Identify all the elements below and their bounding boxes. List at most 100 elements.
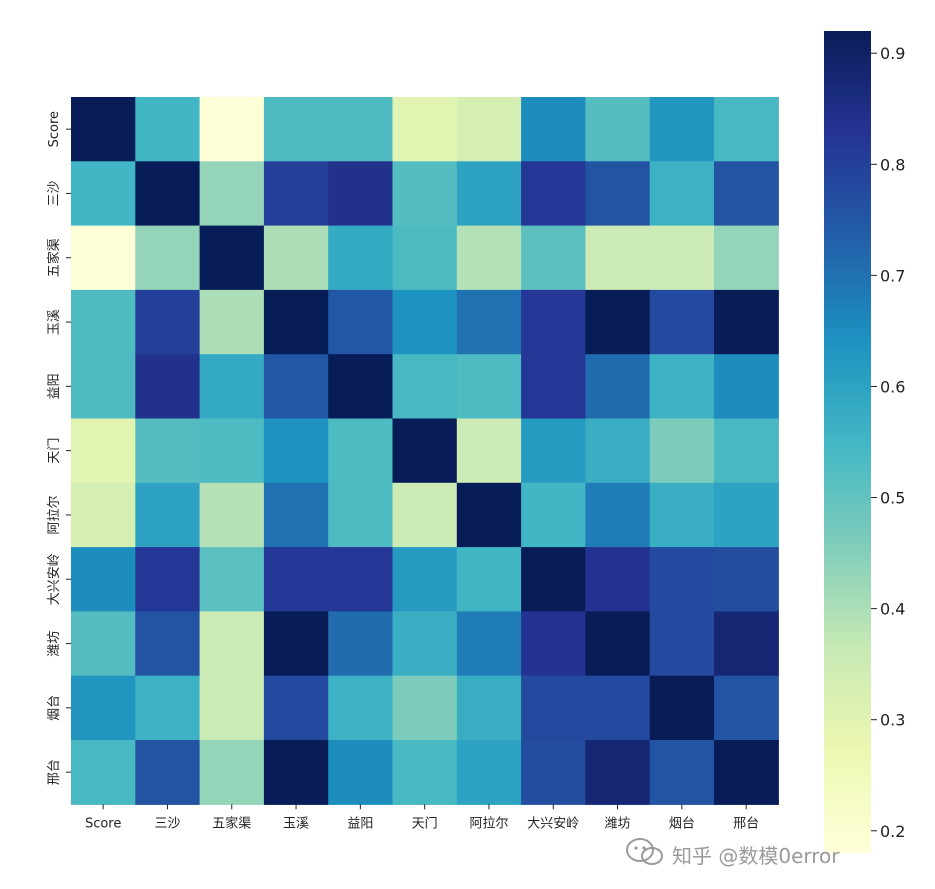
heatmap-cell-9-4 — [328, 675, 394, 741]
heatmap-cell-4-4 — [328, 354, 394, 420]
heatmap-cell-10-6 — [456, 740, 522, 805]
heatmap-cell-6-10 — [714, 482, 779, 548]
heatmap-cell-6-5 — [392, 482, 458, 548]
x-tick-label: 烟台 — [669, 816, 695, 831]
heatmap-cell-6-7 — [521, 482, 586, 548]
heatmap-cell-5-1 — [135, 418, 201, 484]
heatmap-cells — [71, 97, 779, 805]
y-tick-label: Score — [47, 111, 62, 147]
heatmap-cell-4-7 — [521, 354, 586, 420]
heatmap-cell-5-6 — [456, 418, 522, 484]
heatmap-cell-8-7 — [521, 611, 586, 677]
heatmap-cell-5-10 — [714, 418, 779, 484]
colorbar: 0.2 0.3 0.4 0.5 0.6 0.7 0.8 0.9 — [824, 31, 905, 853]
heatmap-cell-6-3 — [263, 482, 329, 548]
heatmap-cell-0-3 — [263, 97, 329, 162]
heatmap-cell-3-5 — [392, 289, 458, 355]
heatmap-cell-2-9 — [649, 225, 715, 291]
heatmap-cell-5-4 — [328, 418, 394, 484]
heatmap-cell-7-5 — [392, 547, 458, 612]
heatmap-cell-9-2 — [199, 675, 265, 741]
heatmap-cell-4-8 — [585, 354, 651, 420]
x-tick-labels: Score 三沙 五家渠 玉溪 益阳 天门 阿拉尔 大兴安岭 潍坊 烟台 邢台 — [85, 804, 759, 831]
heatmap-cell-8-2 — [199, 611, 265, 677]
heatmap-cell-9-10 — [714, 675, 779, 741]
heatmap-cell-2-3 — [263, 225, 329, 291]
x-tick-label: 五家渠 — [212, 815, 251, 831]
heatmap-cell-3-10 — [714, 289, 779, 355]
heatmap-cell-6-8 — [585, 482, 651, 548]
y-tick-label: 阿拉尔 — [47, 495, 62, 534]
heatmap-cell-5-0 — [71, 418, 136, 484]
heatmap-cell-5-5 — [392, 418, 458, 484]
heatmap-cell-10-3 — [263, 740, 329, 805]
heatmap-cell-5-9 — [649, 418, 715, 484]
colorbar-tick-label: 0.8 — [880, 155, 905, 174]
heatmap-cell-3-6 — [456, 289, 522, 355]
heatmap-cell-1-6 — [456, 161, 522, 227]
colorbar-tick-label: 0.3 — [880, 711, 905, 730]
heatmap-cell-2-7 — [521, 225, 586, 291]
heatmap-cell-9-6 — [456, 675, 522, 741]
heatmap-cell-1-0 — [71, 161, 136, 227]
heatmap-cell-10-2 — [199, 740, 265, 805]
heatmap-cell-8-1 — [135, 611, 201, 677]
heatmap-cell-0-0 — [71, 97, 136, 162]
heatmap-cell-0-4 — [328, 97, 394, 162]
y-tick-label: 三沙 — [47, 180, 62, 206]
heatmap-cell-4-0 — [71, 354, 136, 420]
heatmap-cell-8-8 — [585, 611, 651, 677]
heatmap-cell-7-10 — [714, 547, 779, 612]
heatmap-cell-3-7 — [521, 289, 586, 355]
heatmap-cell-8-4 — [328, 611, 394, 677]
watermark: 知乎 @数模0error — [626, 838, 840, 868]
heatmap-cell-2-8 — [585, 225, 651, 291]
colorbar-tick-label: 0.5 — [880, 489, 905, 508]
y-tick-label: 烟台 — [47, 695, 62, 721]
heatmap-cell-7-7 — [521, 547, 586, 612]
heatmap-cell-1-8 — [585, 161, 651, 227]
heatmap-cell-10-4 — [328, 740, 394, 805]
y-tick-label: 潍坊 — [47, 631, 62, 657]
heatmap-cell-1-7 — [521, 161, 586, 227]
x-tick-label: 阿拉尔 — [469, 816, 508, 831]
heatmap-cell-7-4 — [328, 547, 394, 612]
heatmap-cell-3-8 — [585, 289, 651, 355]
y-tick-label: 五家渠 — [46, 238, 62, 277]
heatmap-cell-9-3 — [263, 675, 329, 741]
x-tick-label: 玉溪 — [283, 816, 309, 831]
y-tick-label: 邢台 — [47, 759, 62, 785]
y-tick-label: 益阳 — [47, 373, 62, 399]
x-tick-label: 三沙 — [154, 816, 180, 831]
heatmap-cell-9-9 — [649, 675, 715, 741]
heatmap-cell-2-6 — [456, 225, 522, 291]
heatmap-cell-1-5 — [392, 161, 458, 227]
heatmap-cell-4-6 — [456, 354, 522, 420]
x-tick-label: 益阳 — [347, 816, 373, 831]
x-tick-label: 天门 — [412, 816, 438, 831]
watermark-text: 知乎 @数模0error — [672, 844, 840, 868]
heatmap-cell-4-2 — [199, 354, 265, 420]
heatmap-cell-7-3 — [263, 547, 329, 612]
colorbar-tick-label: 0.4 — [880, 600, 905, 619]
heatmap-cell-2-4 — [328, 225, 394, 291]
heatmap-cell-3-4 — [328, 289, 394, 355]
heatmap-cell-2-5 — [392, 225, 458, 291]
heatmap-cell-10-8 — [585, 740, 651, 805]
heatmap-cell-0-9 — [649, 97, 715, 162]
heatmap-cell-6-0 — [71, 482, 136, 548]
heatmap-cell-10-0 — [71, 740, 136, 805]
colorbar-ticks: 0.2 0.3 0.4 0.5 0.6 0.7 0.8 0.9 — [871, 44, 905, 841]
heatmap-cell-2-10 — [714, 225, 779, 291]
x-tick-label: 邢台 — [733, 816, 759, 831]
heatmap-cell-4-9 — [649, 354, 715, 420]
heatmap-cell-8-10 — [714, 611, 779, 677]
heatmap-cell-4-1 — [135, 354, 201, 420]
heatmap-cell-2-1 — [135, 225, 201, 291]
heatmap-cell-8-3 — [263, 611, 329, 677]
heatmap-cell-0-5 — [392, 97, 458, 162]
colorbar-tick-label: 0.9 — [880, 44, 905, 63]
heatmap-cell-8-5 — [392, 611, 458, 677]
